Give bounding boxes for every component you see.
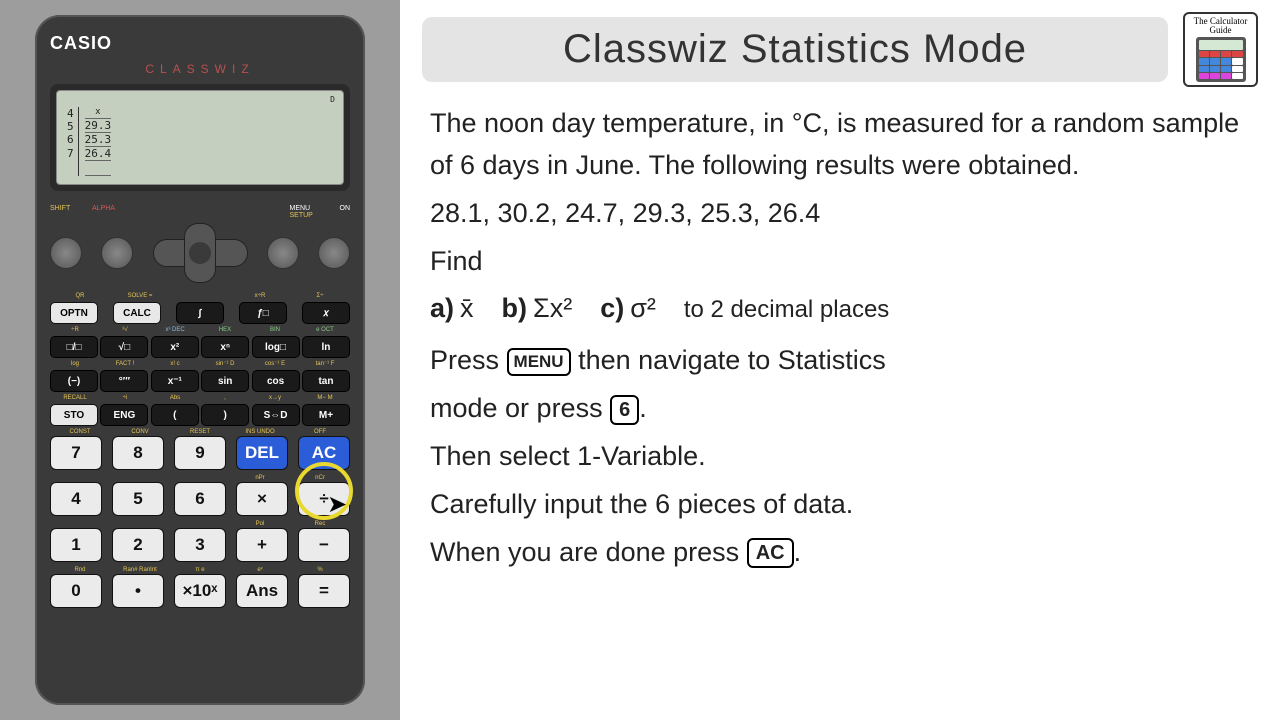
num-button[interactable]: 9 <box>174 436 226 470</box>
guide-logo: The Calculator Guide <box>1183 12 1258 87</box>
menu-keycap: MENU <box>507 348 571 376</box>
on-button[interactable] <box>318 237 350 269</box>
problem-text: The noon day temperature, in °C, is meas… <box>430 103 1250 187</box>
page-title: Classwiz Statistics Mode <box>422 17 1168 82</box>
six-keycap: 6 <box>610 395 639 425</box>
fn-button[interactable]: CALC <box>113 302 161 324</box>
fn-button[interactable]: □/□ <box>50 336 98 358</box>
fn-button[interactable]: cos <box>252 370 300 392</box>
fn-button[interactable]: ( <box>151 404 199 426</box>
num-button[interactable]: 5 <box>112 482 164 516</box>
num-button[interactable]: 8 <box>112 436 164 470</box>
screen-frame: D 4567 x29.325.326.4 <box>50 84 350 191</box>
calculator-screen: D 4567 x29.325.326.4 <box>56 90 344 185</box>
fn-button[interactable]: ) <box>201 404 249 426</box>
question-parts: a) x̄ b) Σx² c) σ² to 2 decimal places <box>430 288 1250 330</box>
num-button[interactable]: 7 <box>50 436 102 470</box>
menu-button[interactable] <box>267 237 299 269</box>
fn-button[interactable]: sin <box>201 370 249 392</box>
fn-button[interactable]: x⁻¹ <box>151 370 199 392</box>
calculator: CASIO CLASSWIZ D 4567 x29.325.326.4 SHIF… <box>35 15 365 705</box>
instruction-line: When you are done press AC. <box>430 532 1250 574</box>
num-button[interactable]: • <box>112 574 164 608</box>
fn-button[interactable]: (−) <box>50 370 98 392</box>
num-button[interactable]: 0 <box>50 574 102 608</box>
num-button[interactable]: × <box>236 482 288 516</box>
num-button[interactable]: 3 <box>174 528 226 562</box>
ac-keycap: AC <box>747 538 794 568</box>
brand-label: CASIO <box>50 33 350 54</box>
fn-button[interactable]: x² <box>151 336 199 358</box>
num-button[interactable]: = <box>298 574 350 608</box>
fn-button[interactable]: log□ <box>252 336 300 358</box>
fn-button[interactable]: ln <box>302 336 350 358</box>
num-button[interactable]: Ans <box>236 574 288 608</box>
content-panel: Classwiz Statistics Mode The Calculator … <box>400 0 1280 720</box>
instruction-line: Then select 1-Variable. <box>430 436 1250 478</box>
num-button[interactable]: DEL <box>236 436 288 470</box>
find-label: Find <box>430 241 1250 283</box>
instruction-line: Press MENU then navigate to Statistics <box>430 340 1250 382</box>
fn-button[interactable]: OPTN <box>50 302 98 324</box>
fn-button[interactable]: √□ <box>100 336 148 358</box>
top-labels: SHIFT ALPHA MENU SETUP ON <box>50 205 350 219</box>
num-button[interactable]: 2 <box>112 528 164 562</box>
num-button[interactable]: AC <box>298 436 350 470</box>
fn-button[interactable]: tan <box>302 370 350 392</box>
data-values: 28.1, 30.2, 24.7, 29.3, 25.3, 26.4 <box>430 193 1250 235</box>
fn-button[interactable]: 𝑥 <box>302 302 350 324</box>
shift-button[interactable] <box>50 237 82 269</box>
alpha-button[interactable] <box>101 237 133 269</box>
cursor-icon: ➤ <box>327 490 347 519</box>
instruction-line: Carefully input the 6 pieces of data. <box>430 484 1250 526</box>
fn-button[interactable]: xⁿ <box>201 336 249 358</box>
fn-button[interactable]: S⇔D <box>252 404 300 426</box>
num-button[interactable]: 1 <box>50 528 102 562</box>
instruction-line: mode or press 6. <box>430 388 1250 430</box>
fn-button[interactable]: STO <box>50 404 98 426</box>
num-button[interactable]: 6 <box>174 482 226 516</box>
num-button[interactable]: − <box>298 528 350 562</box>
fn-button[interactable]: ENG <box>100 404 148 426</box>
fn-button[interactable]: M+ <box>302 404 350 426</box>
model-label: CLASSWIZ <box>50 62 350 76</box>
num-button[interactable]: 4 <box>50 482 102 516</box>
fn-button[interactable]: °′″ <box>100 370 148 392</box>
dpad[interactable] <box>153 223 248 283</box>
screen-indicator: D <box>330 95 335 104</box>
num-button[interactable]: + <box>236 528 288 562</box>
num-button[interactable]: ×10ˣ <box>174 574 226 608</box>
fn-button[interactable]: ∫ <box>176 302 224 324</box>
fn-button[interactable]: ƒ□ <box>239 302 287 324</box>
